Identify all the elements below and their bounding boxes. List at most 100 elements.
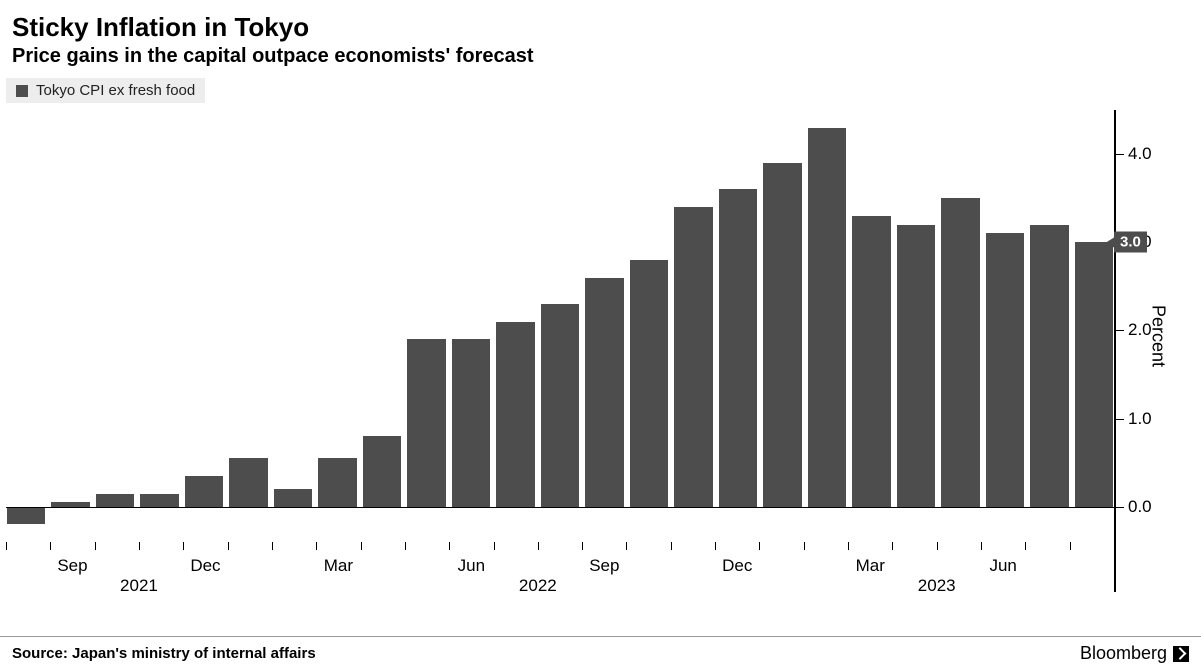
x-tick (272, 542, 273, 550)
x-tick (626, 542, 627, 550)
bar-slot (718, 110, 758, 542)
bar-slot (940, 110, 980, 542)
x-tick (1025, 542, 1026, 550)
bar-slot (762, 110, 802, 542)
x-tick (759, 542, 760, 550)
bar-slot (629, 110, 669, 542)
chart-subtitle: Price gains in the capital outpace econo… (0, 45, 1201, 68)
bar-slot (1074, 110, 1114, 542)
bar (363, 436, 401, 507)
x-month-label: Sep (57, 556, 87, 576)
bar (941, 198, 979, 507)
bar (1030, 225, 1068, 507)
bar-slot (673, 110, 713, 542)
bar (719, 189, 757, 506)
x-tick (6, 542, 7, 550)
x-month-label: Sep (589, 556, 619, 576)
bar-slot (451, 110, 491, 542)
chart-plot-area: 0.01.02.03.04.03.0 SepDecMarJunSepDecMar… (6, 110, 1116, 592)
legend: Tokyo CPI ex fresh food (6, 78, 205, 103)
bar (763, 163, 801, 507)
bar-slot (1029, 110, 1069, 542)
x-tick (405, 542, 406, 550)
bar (7, 507, 45, 525)
y-axis-title: Percent (1147, 305, 1168, 367)
bar-slot (495, 110, 535, 542)
x-month-label: Dec (190, 556, 220, 576)
x-tick (494, 542, 495, 550)
brand: Bloomberg (1080, 643, 1189, 664)
bar-slot (896, 110, 936, 542)
bar-slot (273, 110, 313, 542)
x-tick (95, 542, 96, 550)
bar (407, 339, 445, 507)
bar (897, 225, 935, 507)
bar (852, 216, 890, 507)
bar (274, 489, 312, 507)
x-tick (316, 542, 317, 550)
bar-slot (228, 110, 268, 542)
bar-slot (6, 110, 46, 542)
bar (674, 207, 712, 507)
legend-swatch (16, 85, 28, 97)
x-tick (1114, 542, 1115, 550)
bar-slot (851, 110, 891, 542)
x-tick (804, 542, 805, 550)
bar (452, 339, 490, 507)
bar-slot (362, 110, 402, 542)
source-text: Source: Japan's ministry of internal aff… (12, 645, 316, 662)
x-tick (538, 542, 539, 550)
x-month-label: Mar (324, 556, 353, 576)
x-tick (937, 542, 938, 550)
bar-slot (139, 110, 179, 542)
x-tick (892, 542, 893, 550)
bar (541, 304, 579, 507)
bar-slot (50, 110, 90, 542)
bar (585, 278, 623, 507)
bar-slot (317, 110, 357, 542)
x-tick (848, 542, 849, 550)
bar-slot (584, 110, 624, 542)
x-axis: SepDecMarJunSepDecMarJun202120222023 (6, 542, 1114, 592)
bar-slot (95, 110, 135, 542)
x-tick (671, 542, 672, 550)
chart-footer: Source: Japan's ministry of internal aff… (0, 636, 1201, 672)
bar (318, 458, 356, 507)
x-year-label: 2023 (918, 576, 956, 596)
x-tick (981, 542, 982, 550)
bar-slot (184, 110, 224, 542)
y-tick-label: 2.0 (1114, 320, 1152, 340)
bar (808, 128, 846, 507)
legend-label: Tokyo CPI ex fresh food (36, 82, 195, 99)
x-year-label: 2022 (519, 576, 557, 596)
chart-container: Sticky Inflation in Tokyo Price gains in… (0, 0, 1201, 672)
chart-title: Sticky Inflation in Tokyo (0, 12, 1201, 43)
x-month-label: Jun (989, 556, 1016, 576)
bar-slot (807, 110, 847, 542)
bar (96, 494, 134, 507)
y-tick-label: 4.0 (1114, 144, 1152, 164)
bar (1075, 242, 1113, 507)
x-tick (449, 542, 450, 550)
x-year-label: 2021 (120, 576, 158, 596)
bar (986, 233, 1024, 506)
x-tick (361, 542, 362, 550)
bar (496, 322, 534, 507)
y-tick-label: 1.0 (1114, 409, 1152, 429)
bar (140, 494, 178, 507)
x-tick (183, 542, 184, 550)
x-tick (50, 542, 51, 550)
bar (630, 260, 668, 507)
brand-label: Bloomberg (1080, 643, 1167, 664)
end-value-marker: 3.0 (1114, 232, 1147, 253)
zero-line (6, 507, 1114, 508)
x-month-label: Dec (722, 556, 752, 576)
x-tick (139, 542, 140, 550)
bar-slot (406, 110, 446, 542)
bar (229, 458, 267, 507)
bar-slot (540, 110, 580, 542)
bars-group (6, 110, 1114, 542)
bar-slot (985, 110, 1025, 542)
x-month-label: Jun (458, 556, 485, 576)
x-tick (228, 542, 229, 550)
